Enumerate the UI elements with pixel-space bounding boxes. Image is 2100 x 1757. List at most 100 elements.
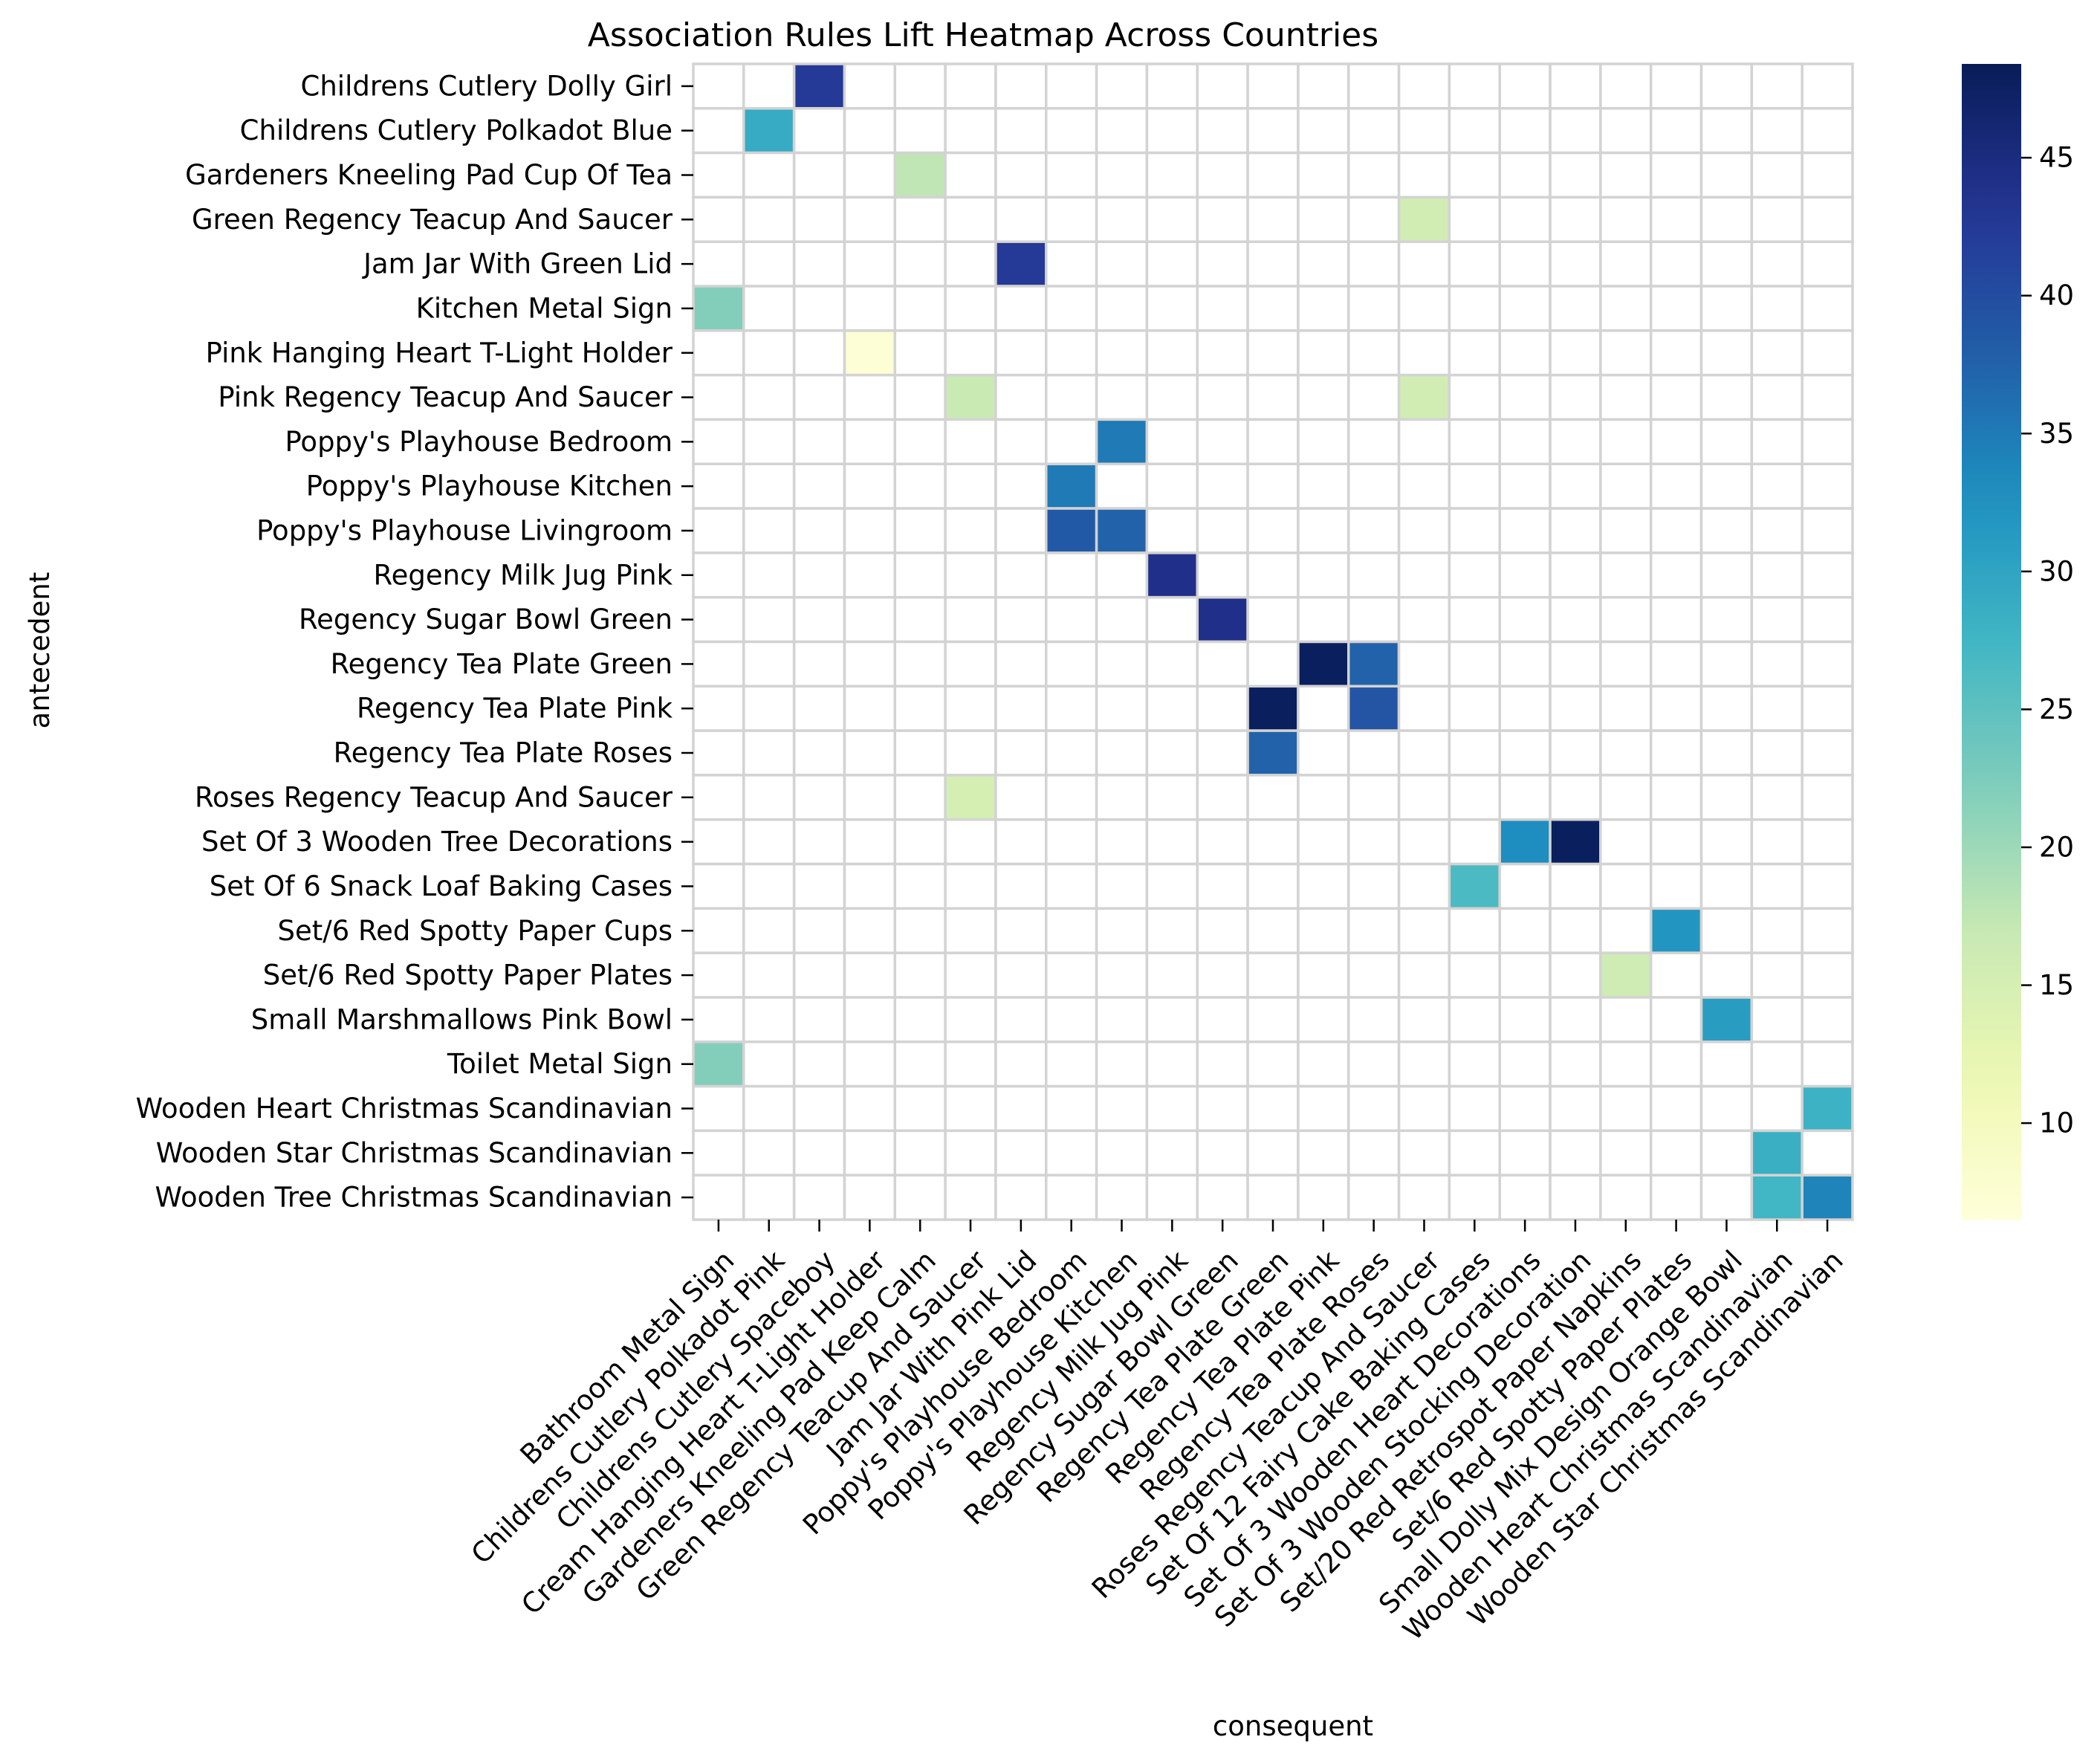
heatmap-cell-empty (792, 640, 846, 688)
heatmap-cell-empty (1599, 685, 1653, 732)
heatmap-cell-empty (692, 951, 745, 999)
heatmap-cell-empty (1549, 507, 1602, 554)
heatmap-cell-empty (994, 1129, 1048, 1177)
heatmap-cell-empty (1448, 595, 1501, 644)
heatmap-cell-empty (1801, 1129, 1854, 1177)
heatmap-cell-empty (1145, 418, 1199, 466)
heatmap-cell-empty (944, 551, 997, 599)
heatmap-cell-empty (1549, 551, 1602, 599)
heatmap-cell-empty (893, 729, 947, 777)
heatmap-cell-empty (1599, 774, 1653, 821)
heatmap-cell-empty (843, 1041, 897, 1088)
heatmap-cell-empty (1346, 1084, 1401, 1133)
heatmap-cell-empty (1549, 774, 1602, 821)
heatmap-cell-empty (742, 1129, 796, 1177)
heatmap-cell-empty (1196, 418, 1249, 466)
heatmap-cell-empty (1699, 373, 1754, 421)
heatmap-cell-empty (1045, 107, 1098, 155)
heatmap-cell (742, 107, 796, 155)
heatmap-cell-empty (994, 1084, 1048, 1133)
heatmap-cell-empty (944, 329, 997, 377)
y-tick-label: Regency Milk Jug Pink (374, 559, 673, 591)
heatmap-cell-empty (843, 1174, 897, 1221)
heatmap-cell-empty (792, 1129, 846, 1177)
heatmap-cell-empty (1498, 1084, 1552, 1133)
heatmap-cell-empty (1750, 418, 1804, 466)
heatmap-cell-empty (1145, 1084, 1199, 1133)
heatmap-cell-empty (1448, 996, 1501, 1043)
heatmap-cell-empty (1397, 1174, 1451, 1221)
heatmap-cell-empty (1750, 595, 1804, 644)
heatmap-cell-empty (1045, 774, 1098, 821)
heatmap-cell-empty (944, 1041, 997, 1088)
heatmap-cell-empty (692, 1129, 745, 1177)
heatmap-cell-empty (1095, 240, 1149, 288)
heatmap-cell-empty (1045, 373, 1098, 421)
heatmap-cell-empty (792, 1174, 846, 1221)
heatmap-cell-empty (893, 1129, 947, 1177)
heatmap-cell-empty (1145, 1041, 1199, 1088)
heatmap-cell-empty (893, 951, 947, 999)
heatmap-cell (1095, 507, 1149, 554)
heatmap-cell-empty (1498, 418, 1552, 466)
heatmap-cell-empty (742, 996, 796, 1043)
heatmap-cell-empty (792, 462, 846, 510)
heatmap-cell-empty (1750, 285, 1804, 332)
heatmap-cell-empty (1297, 1084, 1350, 1133)
heatmap-cell-empty (1498, 595, 1552, 644)
heatmap-cell-empty (742, 685, 796, 732)
heatmap-cell-empty (692, 685, 745, 732)
heatmap-cell-empty (1448, 774, 1501, 821)
heatmap-cell-empty (1649, 1129, 1703, 1177)
heatmap-cell-empty (692, 729, 745, 777)
heatmap-cell-empty (1397, 1041, 1451, 1088)
heatmap-cell-empty (1397, 1129, 1451, 1177)
heatmap-cell-empty (792, 907, 846, 954)
heatmap-cell-empty (1145, 329, 1199, 377)
heatmap-cell-empty (1095, 1174, 1149, 1221)
heatmap-cell-empty (1346, 151, 1401, 199)
heatmap-cell-empty (994, 107, 1048, 155)
heatmap-cell-empty (1297, 595, 1350, 644)
heatmap-cell-empty (692, 151, 745, 199)
heatmap-cell-empty (1095, 62, 1149, 110)
heatmap-cell-empty (692, 373, 745, 421)
heatmap-cell-empty (1297, 285, 1350, 332)
heatmap-cell (1498, 818, 1552, 866)
heatmap-cell-empty (1448, 951, 1501, 999)
heatmap-cell-empty (1448, 1174, 1501, 1221)
heatmap-cell-empty (1498, 729, 1552, 777)
heatmap-cell-empty (1045, 862, 1098, 910)
heatmap-cell-empty (1750, 996, 1804, 1043)
heatmap-cell-empty (792, 107, 846, 155)
heatmap-cell-empty (1649, 1041, 1703, 1088)
heatmap-cell-empty (1599, 729, 1653, 777)
heatmap-cell-empty (1699, 195, 1754, 243)
heatmap-cell-empty (1448, 907, 1501, 954)
heatmap-cell-empty (1045, 195, 1098, 243)
heatmap-cell-empty (1699, 418, 1754, 466)
y-tick-label: Regency Tea Plate Roses (334, 737, 673, 769)
heatmap-cell-empty (1045, 1041, 1098, 1088)
heatmap-cell-empty (1397, 907, 1451, 954)
heatmap-cell-empty (1801, 862, 1854, 910)
heatmap-cell-empty (1649, 107, 1703, 155)
heatmap-cell-empty (1045, 418, 1098, 466)
heatmap-cell-empty (1246, 996, 1300, 1043)
heatmap-cell-empty (792, 373, 846, 421)
heatmap-cell-empty (944, 862, 997, 910)
heatmap-cell-empty (1095, 551, 1149, 599)
heatmap-cell-empty (1801, 1041, 1854, 1088)
heatmap-cell-empty (1750, 373, 1804, 421)
heatmap-cell-empty (1095, 640, 1149, 688)
heatmap-cell-empty (1045, 818, 1098, 866)
heatmap-cell-empty (692, 640, 745, 688)
heatmap-cell (1045, 507, 1098, 554)
heatmap-cell (1649, 907, 1703, 954)
heatmap-cell-empty (1498, 907, 1552, 954)
heatmap-cell-empty (1297, 551, 1350, 599)
heatmap-cell-empty (1599, 507, 1653, 554)
heatmap-cell-empty (742, 729, 796, 777)
heatmap-cell-empty (994, 818, 1048, 866)
heatmap-cell-empty (1801, 62, 1854, 110)
